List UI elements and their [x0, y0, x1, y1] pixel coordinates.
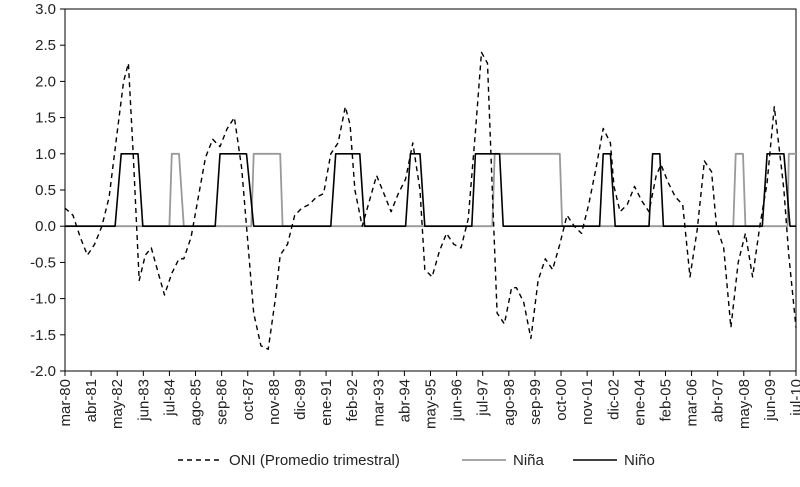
y-tick-label: -2.0: [30, 363, 56, 380]
y-tick-label: 0.0: [35, 218, 56, 235]
x-tick-label: abr-81: [83, 379, 100, 422]
x-tick-label: abr-07: [710, 379, 727, 422]
x-tick-label: abr-94: [396, 379, 413, 422]
x-tick-label: oct-87: [240, 379, 257, 421]
x-tick-label: mar-80: [57, 379, 74, 427]
y-axis: 3.0 2.5 2.0 1.5 1.0 0.5 0.0 -0.5 -1.0 -1.5 -2.0: [30, 1, 65, 380]
x-tick-label: may-95: [423, 379, 440, 429]
x-tick-label: ago-85: [188, 379, 205, 426]
y-tick-label: 1.0: [35, 146, 56, 163]
x-tick-label: feb-05: [657, 379, 674, 422]
x-tick-label: jun-96: [449, 379, 466, 422]
x-tick-label: ago-98: [501, 379, 518, 426]
legend-label-2: Niño: [624, 452, 655, 469]
series-line-2: [65, 153, 796, 227]
x-tick-label: sep-86: [214, 379, 231, 425]
y-tick-label: 2.5: [35, 37, 56, 54]
x-tick-label: jun-09: [762, 379, 779, 422]
y-tick-label: -1.0: [30, 291, 56, 308]
y-tick-label: 2.0: [35, 73, 56, 90]
x-tick-label: nov-88: [266, 379, 283, 425]
series-line-0: [64, 51, 797, 350]
x-tick-label: jun-83: [135, 379, 152, 422]
x-tick-label: jul-84: [161, 379, 178, 417]
x-tick-label: oct-00: [553, 379, 570, 421]
x-tick-label: jul-97: [475, 379, 492, 417]
x-tick-label: mar-06: [684, 379, 701, 427]
legend-label-1: Niña: [513, 452, 545, 469]
y-tick-label: -1.5: [30, 327, 56, 344]
plot-area: [64, 8, 797, 372]
plot-frame: [64, 8, 797, 372]
x-tick-label: may-08: [736, 379, 753, 429]
y-tick-label: 3.0: [35, 1, 56, 18]
x-tick-label: mar-93: [370, 379, 387, 427]
x-tick-label: nov-01: [579, 379, 596, 425]
x-tick-label: ene-91: [318, 379, 335, 426]
x-tick-label: jul-10: [788, 379, 800, 417]
legend-label-0: ONI (Promedio trimestral): [229, 452, 400, 469]
y-tick-label: 1.5: [35, 110, 56, 127]
x-tick-label: sep-99: [527, 379, 544, 425]
x-tick-label: dic-02: [605, 379, 622, 420]
y-tick-label: 0.5: [35, 182, 56, 199]
x-tick-label: may-82: [109, 379, 126, 429]
x-axis: mar-80 abr-81 may-82 jun-83 jul-84 ago-85 sep-…: [57, 371, 800, 429]
x-tick-label: ene-04: [631, 379, 648, 426]
x-tick-label: feb-92: [344, 379, 361, 422]
y-tick-label: -0.5: [30, 254, 56, 271]
series-line-1: [65, 152, 796, 228]
legend: ONI (Promedio trimestral) Niña Niño: [178, 452, 655, 469]
x-tick-label: dic-89: [292, 379, 309, 420]
